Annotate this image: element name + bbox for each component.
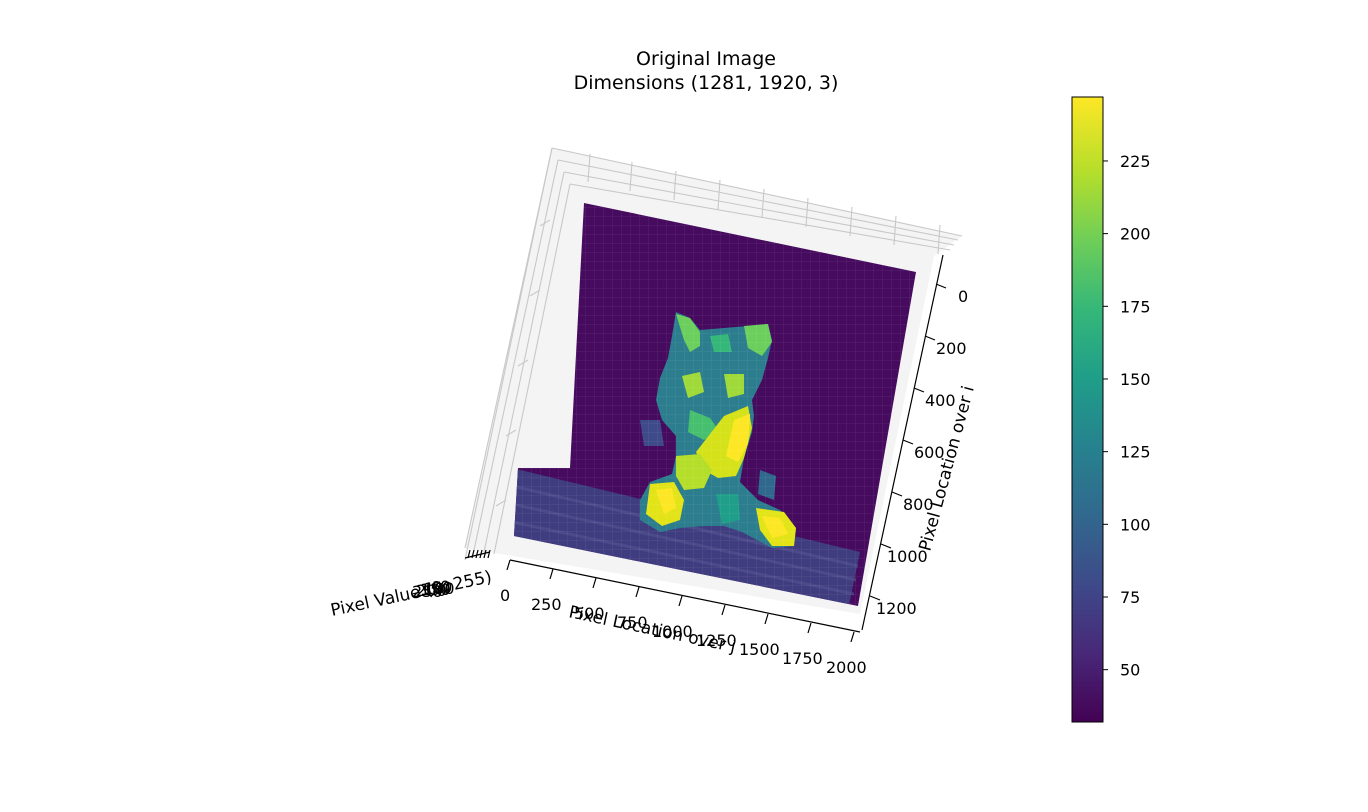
x-tick-label: 2000 bbox=[826, 658, 867, 677]
y-tick-label: 1000 bbox=[887, 547, 928, 566]
z-tick-label: 200 bbox=[416, 581, 447, 600]
colorbar-tick-label: 175 bbox=[1120, 297, 1151, 316]
x-tick-labels: 0 250 500 750 1000 1250 1500 1750 2000 bbox=[500, 586, 867, 677]
z-tick-label: 0 bbox=[440, 577, 450, 596]
colorbar-ticks: 50 75 100 125 150 175 200 225 bbox=[1103, 152, 1151, 680]
y-tick-label: 800 bbox=[903, 495, 934, 514]
x-tick-label: 250 bbox=[531, 595, 562, 614]
x-tick-label: 1500 bbox=[739, 640, 780, 659]
y-tick-label: 1200 bbox=[876, 599, 917, 618]
colorbar-tick-label: 75 bbox=[1120, 588, 1140, 607]
colorbar-tick-label: 125 bbox=[1120, 443, 1151, 462]
x-tick-label: 1750 bbox=[782, 649, 823, 668]
x-tick-label: 500 bbox=[574, 604, 605, 623]
colorbar-tick-label: 50 bbox=[1120, 661, 1140, 680]
colorbar-tick-label: 225 bbox=[1120, 152, 1151, 171]
y-tick-label: 400 bbox=[925, 391, 956, 410]
x-tick-label: 750 bbox=[617, 613, 648, 632]
z-tick-labels: 0 50 100 150 200 250 bbox=[412, 577, 455, 601]
axis-lines bbox=[464, 254, 947, 643]
colorbar-tick-label: 150 bbox=[1120, 370, 1151, 389]
y-tick-label: 600 bbox=[914, 443, 945, 462]
gridlines bbox=[464, 147, 963, 561]
z-tick-label: 50 bbox=[432, 578, 452, 597]
colorbar-tick-label: 200 bbox=[1120, 225, 1151, 244]
colorbar-tick-label: 100 bbox=[1120, 515, 1151, 534]
y-tick-labels: 0 200 400 600 800 1000 1200 bbox=[876, 287, 968, 618]
colorbar-gradient bbox=[1071, 96, 1104, 723]
chart-subtitle: Dimensions (1281, 1920, 3) bbox=[574, 72, 839, 94]
y-tick-label: 0 bbox=[958, 287, 968, 306]
chart-title: Original Image bbox=[636, 48, 776, 70]
x-tick-label: 1000 bbox=[652, 622, 693, 641]
z-tick-label: 100 bbox=[424, 579, 455, 598]
x-tick-label: 0 bbox=[500, 586, 510, 605]
image-surface bbox=[514, 203, 916, 606]
z-tick-label: 150 bbox=[420, 580, 451, 599]
x-tick-label: 1250 bbox=[696, 631, 737, 650]
x-axis-label: Pixel Location over j bbox=[567, 602, 738, 657]
colorbar: 50 75 100 125 150 175 200 225 bbox=[1071, 96, 1151, 723]
y-tick-label: 200 bbox=[936, 339, 967, 358]
z-tick-label: 250 bbox=[412, 582, 443, 601]
z-axis-label: Pixel Value (0, 255) bbox=[329, 567, 494, 621]
